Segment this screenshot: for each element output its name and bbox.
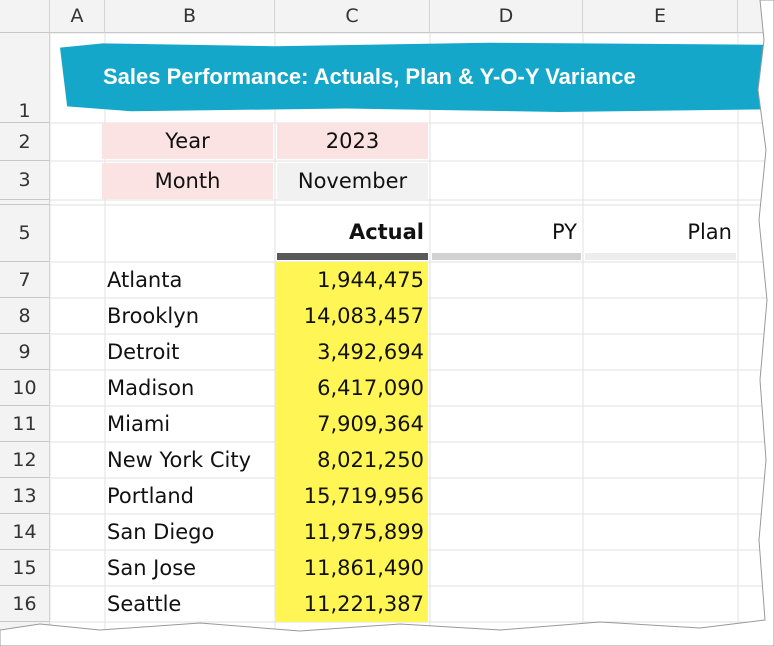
header-bar <box>585 253 736 260</box>
actual-value: 1,944,475 <box>275 262 428 298</box>
city: Madison <box>107 376 195 400</box>
city: Atlanta <box>107 268 183 292</box>
row-header: 12 <box>0 442 50 478</box>
row-header <box>0 622 50 646</box>
header-bar <box>277 253 428 260</box>
row-header: 9 <box>0 334 50 370</box>
corner <box>0 0 50 33</box>
row-header: 5 <box>0 205 50 262</box>
column-title: Actual <box>348 220 424 244</box>
input-label: Month <box>102 163 273 199</box>
actual-value: 3,492,694 <box>275 334 428 370</box>
row-header: 3 <box>0 161 50 200</box>
header-bar <box>432 253 581 260</box>
input-value: 2023 <box>277 123 428 159</box>
input-value: November <box>277 163 428 199</box>
city: Seattle <box>107 592 182 616</box>
city: San Diego <box>107 520 215 544</box>
actual-value: 11,221,387 <box>275 586 428 622</box>
city: Portland <box>107 484 194 508</box>
column-header: E <box>583 0 738 33</box>
title: Sales Performance: Actuals, Plan & Y-O-Y… <box>103 64 636 89</box>
actual-value: 14,083,457 <box>275 298 428 334</box>
column-header: A <box>50 0 105 33</box>
row-header: 7 <box>0 262 50 298</box>
column-title: PY <box>551 220 577 244</box>
city: San Jose <box>107 556 197 580</box>
actual-value: 11,975,899 <box>275 514 428 550</box>
city: Miami <box>107 412 171 436</box>
city: New York City <box>107 448 251 472</box>
column-header: D <box>430 0 583 33</box>
row-header: 11 <box>0 406 50 442</box>
column-header: B <box>105 0 275 33</box>
row-header: 10 <box>0 370 50 406</box>
actual-value: 6,417,090 <box>275 370 428 406</box>
row-header: 1 <box>0 33 50 123</box>
city: Detroit <box>107 340 180 364</box>
city: Brooklyn <box>107 304 200 328</box>
actual-value: 11,861,490 <box>275 550 428 586</box>
column-header <box>738 0 774 33</box>
row-header: 15 <box>0 550 50 586</box>
actual-value: 7,909,364 <box>275 406 428 442</box>
row-header: 13 <box>0 478 50 514</box>
input-label: Year <box>102 123 273 159</box>
row-header: 8 <box>0 298 50 334</box>
actual-value: 8,021,250 <box>275 442 428 478</box>
row-header: 16 <box>0 586 50 622</box>
actual-value: 15,719,956 <box>275 478 428 514</box>
row-header: 2 <box>0 123 50 161</box>
column-title: Plan <box>687 220 732 244</box>
column-header: C <box>275 0 430 33</box>
row-header: 14 <box>0 514 50 550</box>
